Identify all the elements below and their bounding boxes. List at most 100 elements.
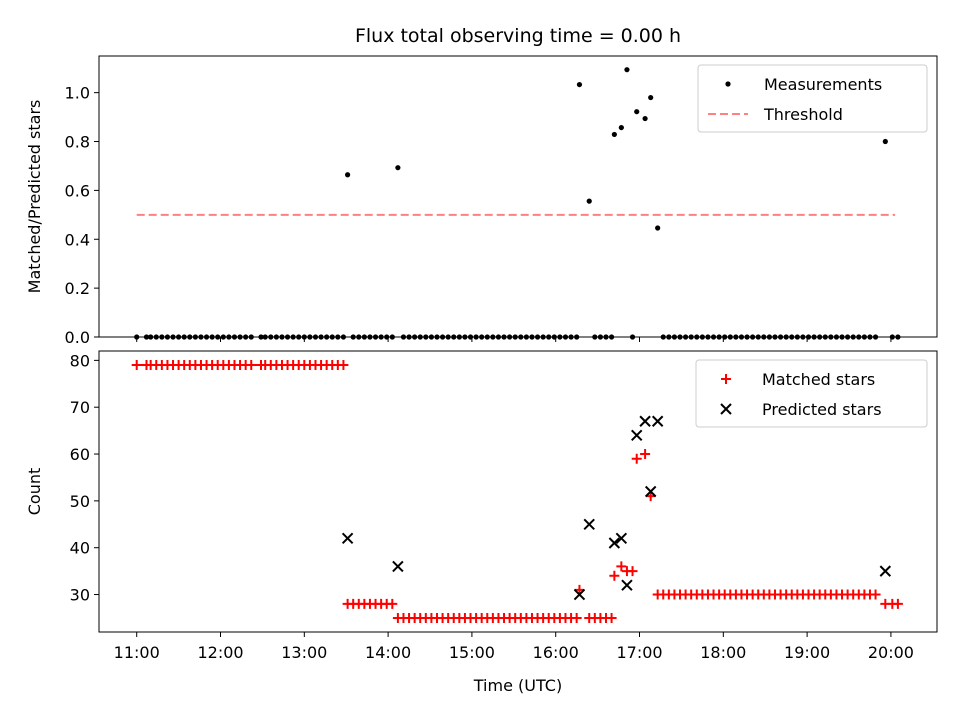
matched-stars-point [609, 570, 620, 581]
measurement-point [412, 334, 418, 340]
predicted-stars-point [573, 588, 586, 601]
legend-measurements-marker [725, 81, 731, 87]
measurement-point [534, 334, 541, 340]
measurement-point [660, 334, 666, 340]
top-ytick-label: 0.6 [65, 181, 90, 200]
matched-stars-point [606, 612, 617, 623]
predicted-stars-point [879, 565, 892, 577]
measurement-point [822, 334, 828, 340]
measurement-point [699, 334, 705, 340]
measurement-point [777, 334, 784, 340]
measurement-point [279, 334, 285, 340]
measurement-point [557, 334, 563, 340]
measurement-point [378, 334, 384, 340]
bottom-xtick-label: 16:00 [533, 643, 579, 662]
measurement-point [546, 334, 552, 340]
measurement-point [134, 334, 140, 340]
measurement-point [694, 334, 700, 340]
measurement-point [800, 334, 806, 340]
measurement-point [618, 124, 624, 131]
measurement-point [523, 334, 529, 340]
measurement-point [248, 334, 254, 340]
matched-stars-point [870, 589, 881, 600]
top-ytick-label: 0.4 [65, 230, 90, 249]
top-ytick-label: 0.8 [65, 133, 90, 152]
measurement-point [744, 334, 750, 340]
measurement-point [220, 334, 226, 340]
top-y-axis-label: Matched/Predicted stars [25, 100, 44, 294]
measurement-point [872, 334, 879, 340]
measurement-point [501, 334, 507, 340]
measurement-point [243, 334, 249, 340]
measurement-point [329, 334, 335, 340]
measurement-point [451, 334, 457, 340]
measurement-point [367, 334, 373, 340]
top-ytick-label: 0.0 [65, 328, 90, 347]
measurement-point [181, 334, 187, 340]
measurement-point [683, 334, 689, 340]
predicted-stars-point [621, 579, 633, 591]
measurement-point [226, 334, 232, 340]
bottom-panel: 30 40 50 60 70 80 11:00 12:00 13:00 14:00 15:00 16:… [25, 350, 938, 695]
measurement-point [828, 334, 834, 340]
bottom-ytick-label: 50 [70, 492, 90, 511]
bottom-xtick-label: 20:00 [868, 643, 914, 662]
measurement-point [772, 334, 778, 340]
measurement-point [666, 334, 672, 340]
matched-stars-point [338, 360, 349, 371]
measurement-point [290, 334, 296, 340]
bottom-xtick-label: 13:00 [281, 643, 327, 662]
matched-stars-point [387, 598, 398, 609]
measurement-point [856, 334, 862, 340]
predicted-stars-point [644, 485, 657, 498]
measurement-point [143, 334, 150, 340]
measurement-point [356, 334, 362, 340]
measurement-point [688, 334, 694, 340]
measurement-point [301, 334, 307, 340]
bottom-xtick-label: 12:00 [197, 643, 243, 662]
measurement-point [817, 334, 823, 340]
predicted-stars-point [651, 415, 664, 427]
top-chart-title: Flux total observing time = 0.00 h [355, 25, 681, 47]
legend-entry-label: Predicted stars [762, 400, 882, 419]
predicted-stars-point [341, 532, 354, 545]
measurement-point [203, 334, 210, 340]
measurement-point [462, 334, 468, 340]
matched-stars-point [246, 360, 257, 371]
measurement-point [766, 334, 773, 340]
predicted-stars-point [392, 560, 404, 573]
measurement-point [434, 334, 440, 340]
measurement-point [845, 334, 851, 340]
measurement-point [231, 334, 238, 340]
bottom-x-axis-label: Time (UTC) [473, 676, 562, 695]
measurement-point [568, 334, 574, 340]
bottom-ytick-label: 30 [70, 586, 90, 605]
measurement-point [495, 334, 502, 340]
bottom-ytick-label: 70 [70, 398, 90, 417]
measurement-point [512, 334, 518, 340]
measurement-point [648, 94, 654, 101]
measurement-point [576, 81, 583, 88]
measurement-point [794, 334, 800, 340]
measurement-point [417, 334, 423, 340]
measurement-point [592, 334, 598, 340]
predicted-stars-point [608, 537, 621, 549]
measurement-point [597, 334, 604, 340]
measurement-point [170, 334, 176, 340]
measurement-point [850, 334, 856, 340]
measurement-point [805, 334, 812, 340]
bottom-legend-box [695, 359, 928, 428]
measurement-point [335, 334, 341, 340]
measurement-point [603, 334, 609, 340]
measurement-point [284, 334, 291, 340]
measurement-point [473, 334, 479, 340]
measurement-point [268, 334, 274, 340]
matched-stars-point [627, 566, 638, 577]
measurement-point [258, 334, 264, 340]
measurement-point [361, 334, 367, 340]
measurement-point [624, 67, 630, 73]
measurement-point [198, 334, 204, 340]
measurement-point [861, 334, 867, 340]
measurement-point [350, 334, 356, 340]
bottom-xtick-label: 19:00 [784, 643, 830, 662]
